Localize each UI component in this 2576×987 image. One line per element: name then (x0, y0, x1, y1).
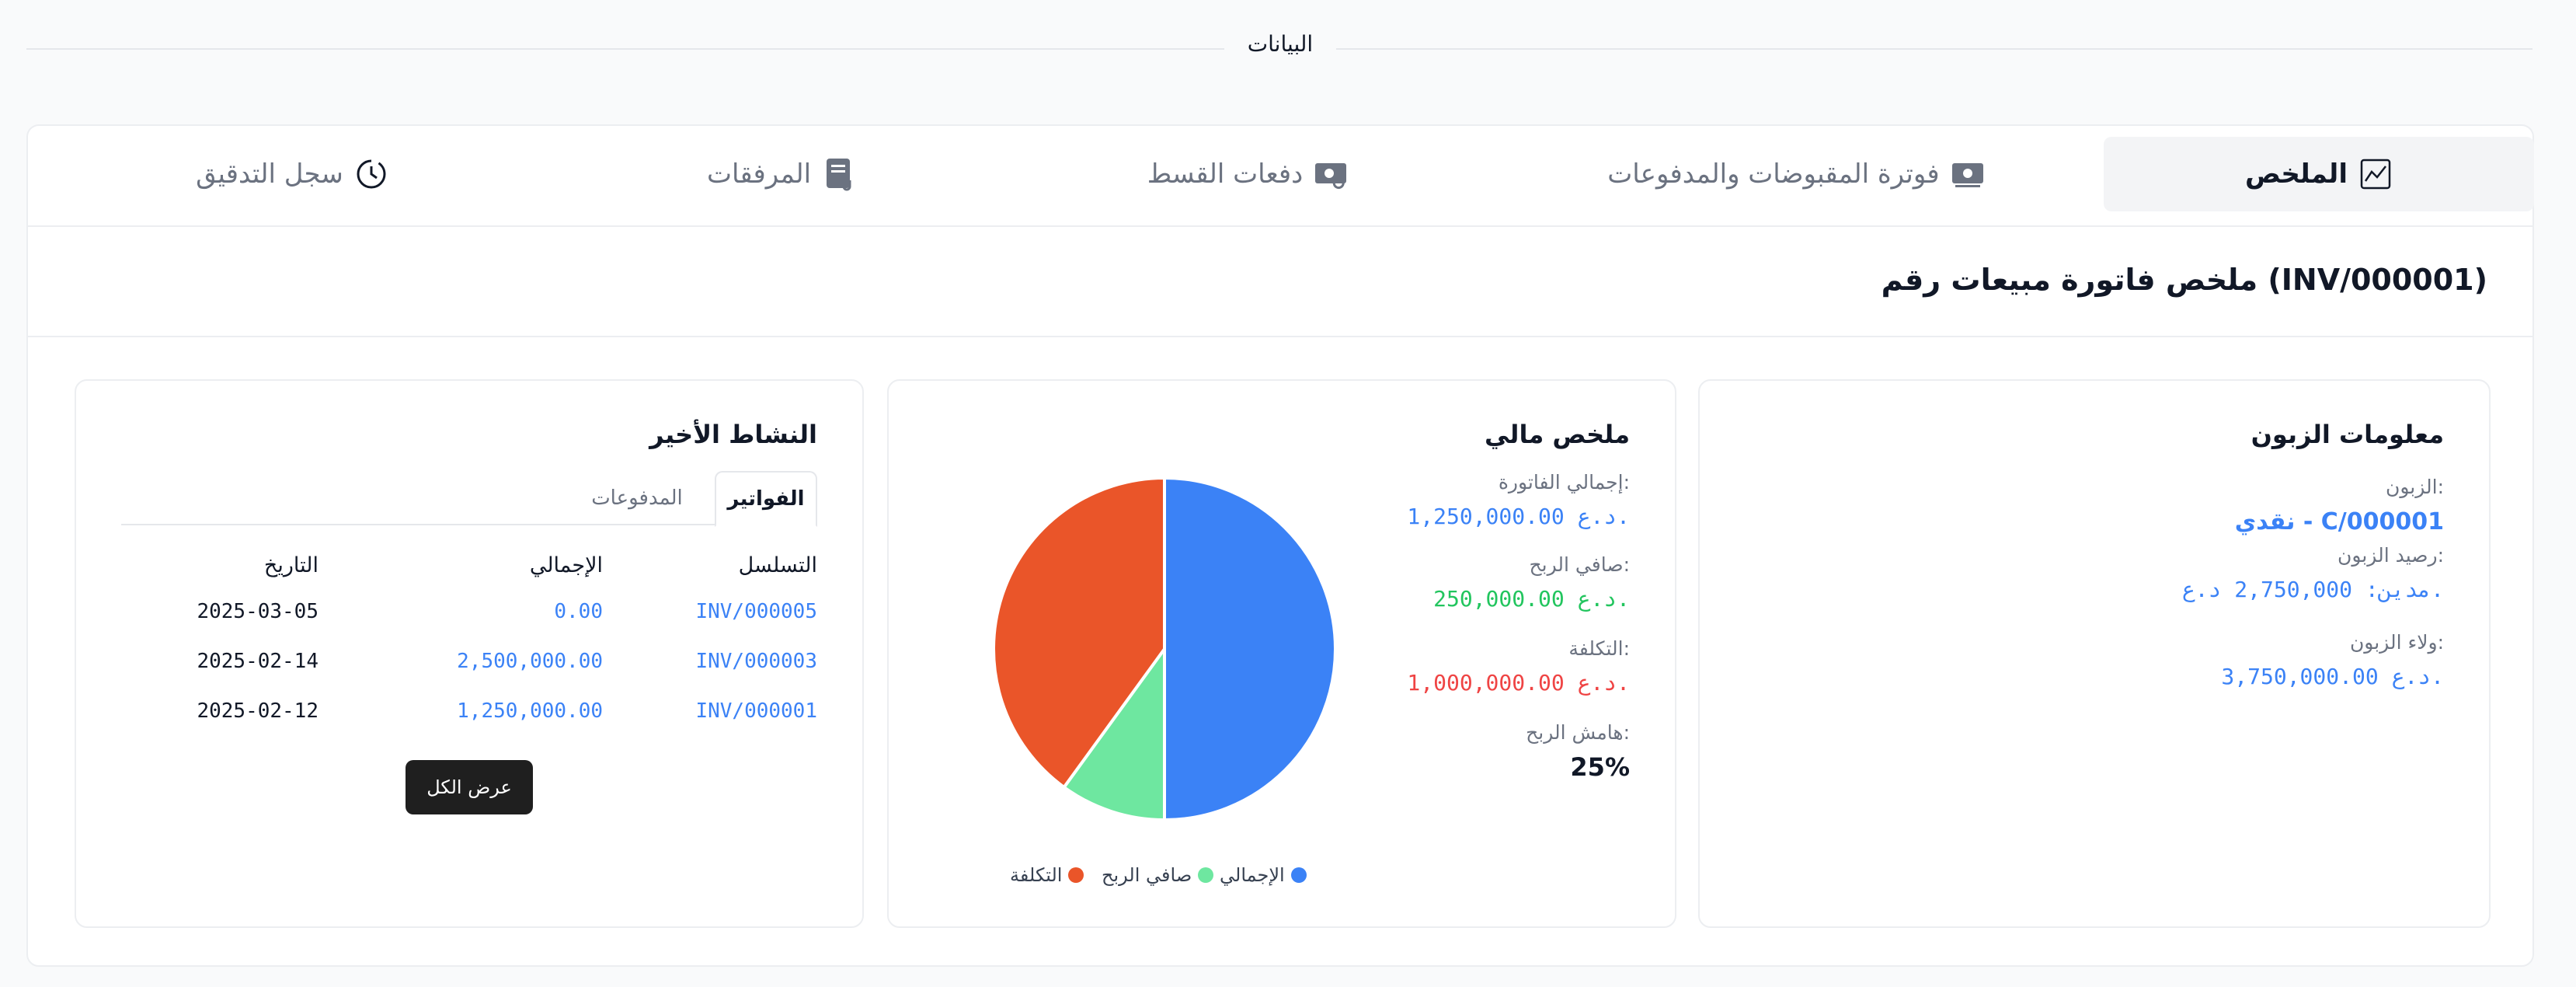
financial-summary-panel: ملخص مالي إجمالي الفاتورة: 1,250,000.00 … (887, 379, 1676, 928)
net-profit-value: 250,000.00 د.ع. (1433, 586, 1630, 612)
legend-label: الإجمالي (1220, 864, 1285, 886)
chart-line-icon (2358, 157, 2393, 191)
tab-summary[interactable]: الملخص (2104, 137, 2534, 211)
pie-chart (992, 476, 1337, 822)
column-header-serial: التسلسل (738, 553, 817, 577)
tab-label: الملخص (2245, 159, 2348, 190)
cost-label: التكلفة: (1568, 637, 1630, 660)
divider (28, 336, 2532, 337)
divider (26, 48, 1224, 50)
money-rotate-icon (1314, 157, 1348, 191)
row-date: 2025-02-14 (197, 650, 319, 673)
balance-label: رصيد الزبون: (2338, 544, 2444, 567)
legend-label: صافي الربح (1102, 864, 1192, 886)
profit-margin-label: هامش الربح: (1526, 721, 1630, 744)
view-all-button[interactable]: عرض الكل (406, 760, 533, 814)
legend-label: التكلفة (1010, 864, 1063, 886)
tab-attachments[interactable]: المرفقات (665, 137, 898, 211)
tab-audit-log[interactable]: سجل التدقيق (176, 137, 409, 211)
invoice-total-label: إجمالي الفاتورة: (1498, 471, 1630, 494)
customer-link[interactable]: نقدي - C/000001 (2234, 508, 2444, 535)
tabs-bar: الملخص فوترة المقبوضات والمدفوعات دفعات … (26, 124, 2534, 225)
customer-info-panel: معلومات الزبون الزبون: نقدي - C/000001 ر… (1698, 379, 2491, 928)
section-title: البيانات (1247, 31, 1314, 57)
legend-swatch (1068, 867, 1084, 883)
serial-link[interactable]: INV/000001 (695, 699, 817, 723)
tab-label: المرفقات (706, 159, 812, 190)
legend-swatch (1198, 867, 1214, 883)
tab-label: فوترة المقبوضات والمدفوعات (1607, 159, 1940, 190)
row-date: 2025-02-12 (197, 699, 319, 723)
tab-invoices[interactable]: الفواتير (715, 471, 817, 527)
recent-activity-panel: النشاط الأخير الفواتير المدفوعات التسلسل… (75, 379, 864, 928)
net-profit-label: صافي الربح: (1529, 553, 1630, 576)
divider (1336, 48, 2532, 50)
serial-link[interactable]: INV/000003 (695, 650, 817, 673)
row-total: 2,500,000.00 (457, 650, 603, 673)
money-bill-icon (1951, 157, 1985, 191)
tab-receipts-payments[interactable]: فوترة المقبوضات والمدفوعات (1579, 137, 2014, 211)
row-total: 0.00 (554, 600, 603, 623)
legend-item-cost: التكلفة (1010, 864, 1084, 886)
legend-swatch (1290, 867, 1307, 883)
legend-item-profit: صافي الربح (1102, 864, 1214, 886)
row-date: 2025-03-05 (197, 600, 319, 623)
balance-value: مدين: 2,750,000 د.ع. (2181, 577, 2444, 602)
pie-slice-2 (992, 476, 1166, 790)
invoice-total-value: 1,250,000.00 د.ع. (1407, 504, 1630, 529)
clock-history-icon (354, 157, 388, 191)
pie-slice-1 (1061, 643, 1166, 822)
tab-payments[interactable]: المدفوعات (591, 487, 683, 510)
legend-item-total: الإجمالي (1220, 864, 1307, 886)
customer-label: الزبون: (2385, 476, 2444, 498)
tab-label: دفعات القسط (1147, 159, 1304, 190)
loyalty-label: ولاء الزبون: (2349, 631, 2444, 654)
tab-label: سجل التدقيق (196, 159, 343, 190)
page-title: ملخص فاتورة مبيعات رقم (INV/000001) (1881, 263, 2487, 297)
column-header-total: الإجمالي (529, 553, 603, 577)
column-header-date: التاريخ (263, 553, 319, 577)
panel-title: ملخص مالي (1485, 420, 1630, 449)
pie-slice-0 (1163, 476, 1337, 822)
summary-card: ملخص فاتورة مبيعات رقم (INV/000001) معلو… (26, 225, 2534, 967)
activity-tabs: الفواتير المدفوعات (121, 471, 817, 527)
tab-installments[interactable]: دفعات القسط (1108, 137, 1387, 211)
serial-link[interactable]: INV/000005 (695, 600, 817, 623)
panel-title: معلومات الزبون (2251, 420, 2444, 449)
file-attachment-icon (822, 157, 856, 191)
panel-title: النشاط الأخير (649, 420, 817, 449)
profit-margin-value: 25% (1570, 752, 1630, 782)
row-total: 1,250,000.00 (457, 699, 603, 723)
cost-value: 1,000,000.00 د.ع. (1407, 670, 1630, 696)
section-header: البيانات (26, 23, 2532, 73)
loyalty-value: 3,750,000.00 د.ع. (2221, 664, 2444, 689)
